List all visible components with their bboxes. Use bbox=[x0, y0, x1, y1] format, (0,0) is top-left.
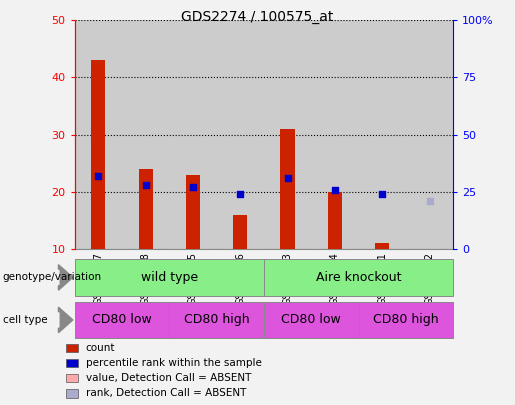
Bar bbox=[264, 259, 453, 296]
Bar bbox=[233, 215, 247, 249]
Text: genotype/variation: genotype/variation bbox=[3, 273, 101, 282]
Bar bbox=[358, 20, 406, 249]
Bar bbox=[358, 302, 453, 338]
Bar bbox=[328, 192, 342, 249]
Bar bbox=[66, 359, 78, 367]
Bar bbox=[406, 20, 453, 249]
Point bbox=[236, 191, 245, 197]
Text: CD80 low: CD80 low bbox=[281, 313, 341, 326]
Bar bbox=[264, 20, 311, 249]
Text: CD80 high: CD80 high bbox=[184, 313, 249, 326]
Text: Aire knockout: Aire knockout bbox=[316, 271, 401, 284]
Text: CD80 low: CD80 low bbox=[92, 313, 152, 326]
Text: value, Detection Call = ABSENT: value, Detection Call = ABSENT bbox=[86, 373, 251, 383]
Point bbox=[283, 175, 291, 181]
Bar bbox=[169, 302, 264, 338]
Bar bbox=[122, 20, 169, 249]
FancyArrow shape bbox=[58, 265, 73, 290]
Text: count: count bbox=[86, 343, 115, 353]
Bar bbox=[75, 20, 122, 249]
Bar bbox=[91, 60, 106, 249]
Text: GDS2274 / 100575_at: GDS2274 / 100575_at bbox=[181, 10, 334, 24]
Bar bbox=[375, 243, 389, 249]
Text: cell type: cell type bbox=[3, 315, 47, 325]
Bar bbox=[217, 20, 264, 249]
Text: rank, Detection Call = ABSENT: rank, Detection Call = ABSENT bbox=[86, 388, 246, 399]
Point bbox=[331, 186, 339, 193]
Bar bbox=[66, 389, 78, 398]
Bar bbox=[75, 259, 264, 296]
Bar bbox=[169, 20, 217, 249]
Text: wild type: wild type bbox=[141, 271, 198, 284]
Bar bbox=[186, 175, 200, 249]
Text: percentile rank within the sample: percentile rank within the sample bbox=[86, 358, 262, 368]
Point bbox=[378, 191, 386, 197]
FancyArrow shape bbox=[58, 307, 73, 333]
Bar bbox=[139, 169, 153, 249]
Bar bbox=[311, 20, 358, 249]
Point bbox=[189, 184, 197, 190]
Bar bbox=[264, 302, 358, 338]
Bar bbox=[281, 129, 295, 249]
Point bbox=[94, 173, 102, 179]
Bar bbox=[75, 302, 169, 338]
Bar bbox=[66, 343, 78, 352]
Text: CD80 high: CD80 high bbox=[373, 313, 439, 326]
Point bbox=[425, 198, 434, 204]
Bar bbox=[66, 374, 78, 382]
Point bbox=[142, 182, 150, 188]
